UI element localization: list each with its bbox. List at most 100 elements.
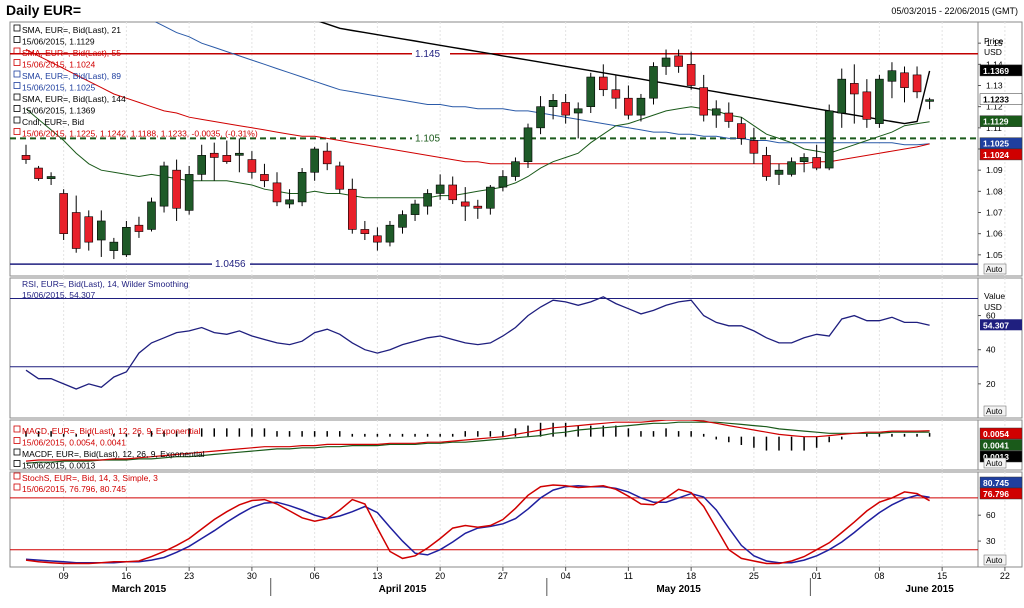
price-tick-label: 1.12 — [986, 102, 1003, 112]
candle-body — [711, 108, 721, 116]
stoch-value-tag-text: 80.745 — [983, 478, 1009, 488]
level-label: 1.105 — [415, 133, 440, 144]
legend-swatch — [13, 70, 21, 78]
auto-button-label: Auto — [986, 407, 1003, 416]
price-tick-label: 1.09 — [986, 165, 1003, 175]
candle-body — [272, 182, 282, 203]
legend-swatch — [13, 24, 21, 32]
auto-button-frame — [983, 405, 1007, 417]
x-month-label: June 2015 — [905, 584, 954, 595]
x-tick-label: 08 — [874, 571, 884, 581]
legend-swatch — [13, 93, 21, 101]
candle-body — [573, 108, 583, 114]
price-legend-text: 15/06/2015, 1.1025 — [22, 83, 96, 93]
auto-button-label: Auto — [986, 556, 1003, 565]
rsi-tick-label: 40 — [986, 345, 996, 355]
x-tick-label: 04 — [561, 571, 571, 581]
price-value-tag-text: 1.1025 — [983, 139, 1009, 149]
price-axis-unit: USD — [984, 47, 1002, 57]
price-tick-label: 1.07 — [986, 208, 1003, 218]
price-value-tag-text: 1.1129 — [983, 117, 1009, 127]
chart-header: Daily EUR= 05/03/2015 - 22/06/2015 (GMT) — [0, 0, 1024, 22]
legend-swatch — [13, 47, 21, 55]
price-tick-label: 1.14 — [986, 59, 1003, 69]
legend-swatch — [13, 425, 21, 433]
macd-signal-line — [25, 421, 930, 464]
candle-body — [71, 212, 81, 249]
legend-swatch — [13, 437, 21, 444]
x-tick-label: 11 — [624, 571, 633, 581]
candle-body — [925, 99, 934, 102]
candle-body — [611, 89, 621, 99]
candle-body — [724, 112, 734, 122]
price-legend-text: SMA, EUR=, Bid(Last), 144 — [22, 94, 126, 104]
x-tick-label: 18 — [686, 571, 696, 581]
stoch-d-line — [25, 485, 930, 564]
candle-body — [122, 227, 131, 256]
candle-body — [737, 123, 746, 139]
candle-body — [912, 74, 922, 93]
auto-button-label: Auto — [986, 459, 1003, 468]
price-legend-text: 15/06/2015, 1.1129 — [22, 37, 95, 47]
candle-body — [360, 229, 370, 234]
price-tick-label: 1.15 — [986, 38, 1003, 48]
candle-body — [97, 220, 106, 241]
candle-body — [762, 155, 771, 177]
candle-body — [686, 64, 696, 86]
legend-swatch — [13, 59, 21, 66]
price-value-tag — [979, 148, 1023, 161]
auto-scale-button[interactable]: Auto — [983, 554, 1007, 566]
price-legend-text: SMA, EUR=, Bid(Last), 89 — [22, 71, 121, 81]
candle-body — [398, 214, 407, 228]
price-legend-text: 15/06/2015, 1.1024 — [22, 60, 96, 70]
candle-body — [347, 188, 357, 230]
price-series — [21, 22, 934, 260]
level-label-bg — [412, 132, 450, 144]
macd-value-tag-text: 0.0041 — [983, 441, 1009, 451]
candle-body — [21, 155, 31, 160]
price-value-tag — [979, 93, 1023, 105]
candle-body — [235, 152, 244, 156]
rsi-series — [25, 296, 930, 390]
candle-body — [799, 157, 809, 162]
candle-body — [649, 66, 658, 99]
legend-swatch — [13, 483, 21, 491]
candle-body — [84, 216, 94, 243]
macd-legend-text: 15/06/2015, 0.0054, 0.0041 — [22, 438, 126, 448]
candle-body — [837, 78, 847, 114]
candle-body — [674, 55, 683, 67]
candle-body — [385, 224, 395, 243]
x-month-label: March 2015 — [112, 584, 167, 595]
level-label-bg — [212, 258, 250, 270]
price-legend-text: 15/06/2015, 1.1369 — [22, 106, 96, 116]
stoch-legend-text: 15/06/2015, 76.796, 80.745 — [22, 484, 126, 494]
auto-scale-button[interactable]: Auto — [983, 263, 1007, 275]
candle-body — [586, 76, 596, 107]
auto-scale-button[interactable]: Auto — [983, 405, 1007, 417]
candle-body — [812, 157, 821, 169]
candle-body — [197, 155, 206, 175]
rsi-legend-text: RSI, EUR=, Bid(Last), 14, Wilder Smoothi… — [22, 279, 189, 289]
price-legend-text: 15/06/2015, 1.1225, 1.1242, 1.1188, 1.12… — [22, 129, 258, 139]
macd-legend-text: 15/06/2015, 0.0013 — [22, 461, 96, 471]
legend-swatch — [13, 448, 21, 456]
candle-body — [222, 155, 232, 163]
candle-body — [335, 165, 345, 190]
candle-body — [435, 184, 445, 194]
stoch-k-line — [25, 484, 930, 565]
candle-body — [511, 161, 520, 177]
price-tick-label: 1.11 — [986, 123, 1002, 133]
candle-body — [448, 184, 458, 201]
x-tick-label: 13 — [372, 571, 382, 581]
candle-body — [34, 167, 43, 179]
candle-body — [548, 100, 558, 107]
price-tick-label: 1.08 — [986, 186, 1003, 196]
candle-body — [486, 186, 495, 209]
price-tick-label: 1.05 — [986, 250, 1003, 260]
auto-scale-button[interactable]: Auto — [983, 457, 1007, 469]
candle-body — [887, 70, 897, 82]
macd-legend-text: MACD, EUR=, Bid(Last), 12, 26, 9, Expone… — [22, 426, 200, 436]
candle-body — [159, 165, 169, 207]
level-label: 1.0456 — [215, 259, 246, 270]
